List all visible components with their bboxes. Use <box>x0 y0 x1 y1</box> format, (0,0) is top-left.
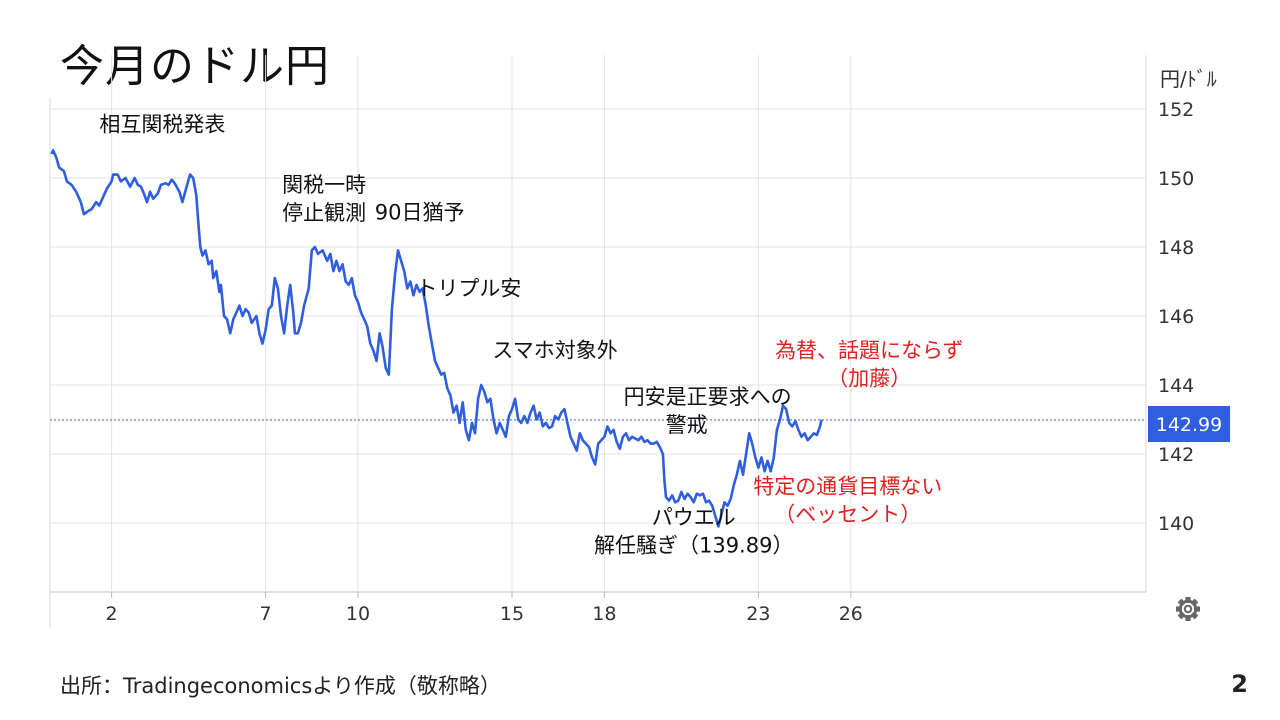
y-tick-label: 150 <box>1158 168 1194 190</box>
x-tick-label: 23 <box>746 603 770 625</box>
annotation-line: （ベッセント） <box>774 503 921 527</box>
x-tick-label: 10 <box>346 603 370 625</box>
annotation-ann-smartphone: スマホ対象外 <box>492 338 617 362</box>
annotation-line: 停止観測 <box>282 201 366 225</box>
y-tick-label: 140 <box>1158 513 1194 535</box>
annotation-ann-triple-weak: トリプル安 <box>416 276 521 300</box>
annotation-line: （加藤） <box>827 366 911 390</box>
annotation-line: パウエル <box>652 506 736 530</box>
y-tick-label: 142 <box>1158 444 1194 466</box>
annotation-line: 関税一時 <box>282 173 366 197</box>
y-tick-label: 148 <box>1158 237 1194 259</box>
last-value-badge: 142.99 <box>1148 406 1230 442</box>
last-value-badge-text: 142.99 <box>1156 414 1222 436</box>
x-tick-label: 2 <box>106 603 118 625</box>
annotation-ann-kato: 為替、話題にならず （加藤） <box>775 338 964 390</box>
last-value-badge-bg <box>1148 406 1230 442</box>
annotation-line: スマホ対象外 <box>492 338 617 362</box>
gear-icon[interactable] <box>1176 597 1200 621</box>
annotation-line: 警戒 <box>666 413 708 437</box>
slide-title: 今月のドル円 <box>60 41 330 92</box>
page-number: 2 <box>1231 670 1248 698</box>
usdjpy-series-line <box>50 149 823 528</box>
y-tick-label: 144 <box>1158 375 1194 397</box>
annotation-line: 90日猶予 <box>375 200 465 224</box>
annotation-ann-90day: 90日猶予 <box>375 200 465 224</box>
annotation-line: 為替、話題にならず <box>775 338 964 362</box>
x-tick-label: 7 <box>260 603 272 625</box>
source-note: 出所：Tradingeconomicsより作成（敬称略） <box>60 674 501 698</box>
annotation-ann-bessent: 特定の通貨目標ない （ベッセント） <box>753 475 942 527</box>
annotation-line: 特定の通貨目標ない <box>753 475 942 499</box>
tick-layer: 140 142 144 146 148 150 152 2 7 10 15 18 23 26 <box>106 99 1195 625</box>
annotation-line: トリプル安 <box>416 276 521 300</box>
annotation-line: 円安是正要求への <box>624 385 792 409</box>
x-tick-label: 18 <box>592 603 616 625</box>
grid-layer <box>49 55 1147 628</box>
y-unit-label: 円/ﾄﾞﾙ <box>1160 67 1217 91</box>
annotation-line: 相互関税発表 <box>99 112 225 136</box>
y-tick-label: 146 <box>1158 306 1194 328</box>
annotation-ann-tariff-announce: 相互関税発表 <box>99 112 225 136</box>
annotation-line: 解任騒ぎ（139.89） <box>594 534 793 558</box>
x-tick-label: 26 <box>839 603 863 625</box>
y-tick-label: 152 <box>1158 99 1194 121</box>
x-tick-label: 15 <box>500 603 524 625</box>
